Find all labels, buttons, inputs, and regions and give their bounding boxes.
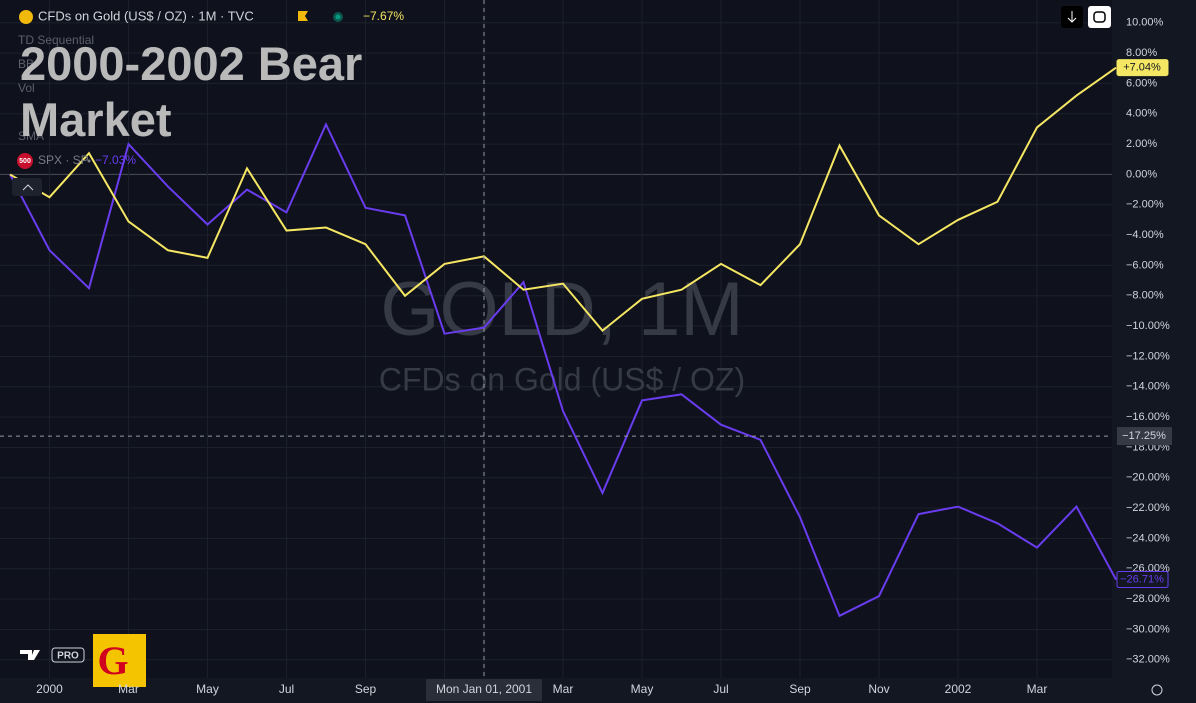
indicator-label: TD Sequential <box>18 33 94 47</box>
x-tick-label: Jul <box>279 682 294 696</box>
x-tick-label: May <box>631 682 654 696</box>
fullscreen-button[interactable] <box>1088 6 1111 28</box>
x-tick-label: 2000 <box>36 682 63 696</box>
y-tick-label: −30.00% <box>1126 623 1170 635</box>
crosshair-x-box <box>426 679 542 701</box>
y-tick-label: 0.00% <box>1126 168 1157 180</box>
collapse-button[interactable] <box>12 178 42 196</box>
collapse-icon <box>22 184 34 191</box>
symbol-change: −7.67% <box>363 9 404 23</box>
pro-badge <box>51 647 85 663</box>
y-tick-label: −32.00% <box>1126 654 1170 666</box>
spx-change: −7.03% <box>95 153 136 167</box>
y-tick-label: −28.00% <box>1126 593 1170 605</box>
x-tick-label: Sep <box>355 682 377 696</box>
watermark-subtitle: CFDs on Gold (US$ / OZ) <box>379 361 745 397</box>
symbol-icon <box>19 10 33 24</box>
plot-background <box>0 0 1112 678</box>
y-tick-label: 10.00% <box>1126 17 1164 29</box>
series-line <box>9 66 1117 333</box>
y-tick-label: −20.00% <box>1126 472 1170 484</box>
scroll-icon <box>1067 11 1077 23</box>
y-tick-label: −6.00% <box>1126 259 1164 271</box>
spx-legend: SPX · SP <box>38 153 89 167</box>
crosshair-y-box <box>1117 427 1172 446</box>
y-tick-label: −2.00% <box>1126 199 1164 211</box>
indicator-label: Vol <box>18 81 35 95</box>
y-tick-label: −8.00% <box>1126 290 1164 302</box>
last-value-box <box>1116 59 1169 77</box>
y-tick-label: −24.00% <box>1126 532 1170 544</box>
chart-title: 2000-2002 Bear Market <box>20 37 363 146</box>
pro-badge-text: PRO <box>57 651 79 662</box>
fullscreen-icon <box>1093 11 1106 23</box>
last-value-box <box>1116 571 1169 589</box>
crosshair-x-label: Mon Jan 01, 2001 <box>436 682 532 696</box>
tv-logo <box>20 650 40 660</box>
y-tick-label: 4.00% <box>1126 108 1157 120</box>
y-tick-label: −4.00% <box>1126 229 1164 241</box>
y-tick-label: 2.00% <box>1126 138 1157 150</box>
spx-icon-text: 500 <box>19 158 31 165</box>
indicator-label: BB <box>18 57 34 71</box>
y-tick-label: −14.00% <box>1126 381 1170 393</box>
y-tick-label: −10.00% <box>1126 320 1170 332</box>
y-tick-label: 6.00% <box>1126 77 1157 89</box>
x-tick-label: 2002 <box>945 682 972 696</box>
series-line <box>9 121 1117 618</box>
x-tick-label: May <box>196 682 219 696</box>
last-value-label: −26.71% <box>1120 573 1164 585</box>
spx-icon <box>17 153 33 169</box>
separator <box>87 159 91 163</box>
y-tick-label: −22.00% <box>1126 502 1170 514</box>
g-logo <box>93 634 146 687</box>
x-tick-label: Mar <box>1027 682 1048 696</box>
last-value-label: +7.04% <box>1123 62 1161 74</box>
flag-icon[interactable] <box>298 11 308 21</box>
status-dot <box>335 14 341 20</box>
y-tick-label: 8.00% <box>1126 47 1157 59</box>
settings-icon[interactable] <box>1151 684 1163 696</box>
y-tick-label: −16.00% <box>1126 411 1170 423</box>
x-tick-label: Sep <box>789 682 811 696</box>
x-tick-label: Nov <box>868 682 889 696</box>
y-tick-label: −12.00% <box>1126 350 1170 362</box>
crosshair-y-label: −17.25% <box>1122 430 1166 442</box>
watermark: GOLD, 1M <box>380 267 743 352</box>
x-tick-label: Mar <box>118 682 139 696</box>
indicator-label: SMA <box>18 129 44 143</box>
g-logo-text: G <box>97 638 128 683</box>
x-tick-label: Jul <box>713 682 728 696</box>
x-tick-label: Mar <box>553 682 574 696</box>
symbol-title: CFDs on Gold (US$ / OZ) · 1M · TVC <box>38 8 254 23</box>
